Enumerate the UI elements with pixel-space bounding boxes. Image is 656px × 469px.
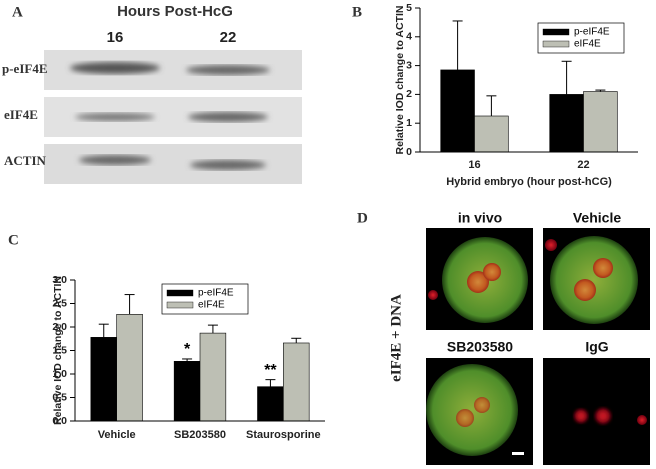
y-tick-label: 0.0 <box>52 415 67 427</box>
scale-bar <box>512 452 524 455</box>
y-tick-label: 2.0 <box>52 321 67 333</box>
legend-swatch <box>542 28 570 36</box>
nucleus <box>483 263 501 281</box>
panel-label: D <box>357 210 368 226</box>
image-label: Vehicle <box>573 210 621 226</box>
y-tick-label: 3 <box>406 59 412 71</box>
y-tick-label: 2.5 <box>52 297 67 309</box>
image-label: IgG <box>585 339 608 355</box>
bar <box>583 91 618 153</box>
blot-row-label: eIF4E <box>4 107 38 122</box>
cell <box>550 236 638 324</box>
x-tick-label: SB203580 <box>174 429 226 441</box>
lane-label: 22 <box>220 29 237 46</box>
nucleus <box>595 408 611 424</box>
panel-label: A <box>12 4 23 20</box>
bar <box>549 94 584 153</box>
nucleus <box>456 409 474 427</box>
nucleus <box>574 279 596 301</box>
nucleus <box>593 258 613 278</box>
bar <box>474 115 509 153</box>
legend-label: eIF4E <box>198 300 225 311</box>
polar-body <box>545 239 557 251</box>
blot-band <box>190 160 266 170</box>
y-tick-label: 0.5 <box>52 391 67 403</box>
bar <box>257 386 284 422</box>
blot-row-label: ACTIN <box>4 153 47 168</box>
bar <box>116 314 143 422</box>
image-label: in vivo <box>458 210 502 226</box>
legend-swatch <box>166 301 194 309</box>
nucleus <box>474 397 490 413</box>
significance-marker: * <box>184 341 191 358</box>
y-axis-title: Relative IOD change to ACTIN <box>52 276 64 425</box>
y-tick-label: 4 <box>406 31 412 43</box>
panel-label: B <box>352 4 362 20</box>
polar-body <box>637 415 647 425</box>
y-tick-label: 1.5 <box>52 344 67 356</box>
bar <box>440 69 475 153</box>
polar-body <box>428 290 438 300</box>
y-tick-label: 0 <box>406 146 412 158</box>
blot-band <box>79 155 151 165</box>
y-tick-label: 2 <box>406 88 412 100</box>
y-tick-label: 1 <box>406 117 412 129</box>
stain-label: eIF4E + DNA <box>388 294 404 382</box>
legend-swatch <box>166 289 194 297</box>
x-tick-label: Vehicle <box>98 429 136 441</box>
bar <box>173 361 201 422</box>
lane-label: 16 <box>107 29 124 46</box>
nucleus <box>574 409 588 423</box>
blot-band <box>188 112 268 122</box>
legend-label: eIF4E <box>574 39 601 50</box>
panel-label: C <box>8 232 19 248</box>
blot-row-label: p-eIF4E <box>2 61 48 76</box>
bar <box>90 337 117 422</box>
x-tick-label: 16 <box>468 159 480 171</box>
cell <box>426 364 518 456</box>
legend-swatch <box>542 40 570 48</box>
image-label: SB203580 <box>447 339 513 355</box>
blot-title: Hours Post-HcG <box>117 3 233 20</box>
significance-marker: ** <box>264 362 277 379</box>
x-axis-title: Hybrid embryo (hour post-hCG) <box>446 176 612 188</box>
bar <box>199 332 227 422</box>
y-tick-label: 5 <box>406 2 412 14</box>
nucleus <box>467 271 489 293</box>
blot-band <box>70 62 160 74</box>
blot-rows <box>44 50 302 184</box>
legend-box <box>161 283 249 315</box>
micrographs <box>426 228 650 465</box>
legend-label: p-eIF4E <box>198 288 234 299</box>
y-tick-label: 1.0 <box>52 368 67 380</box>
bar <box>283 342 310 422</box>
blot-band <box>75 113 155 121</box>
y-axis-title: Relative IOD change to ACTIN <box>394 6 406 155</box>
x-tick-label: 22 <box>577 159 589 171</box>
y-tick-label: 3.0 <box>52 274 67 286</box>
legend-box <box>537 22 625 54</box>
blot-band <box>186 65 270 75</box>
legend-label: p-eIF4E <box>574 27 610 38</box>
x-tick-label: Staurosporine <box>246 429 321 441</box>
